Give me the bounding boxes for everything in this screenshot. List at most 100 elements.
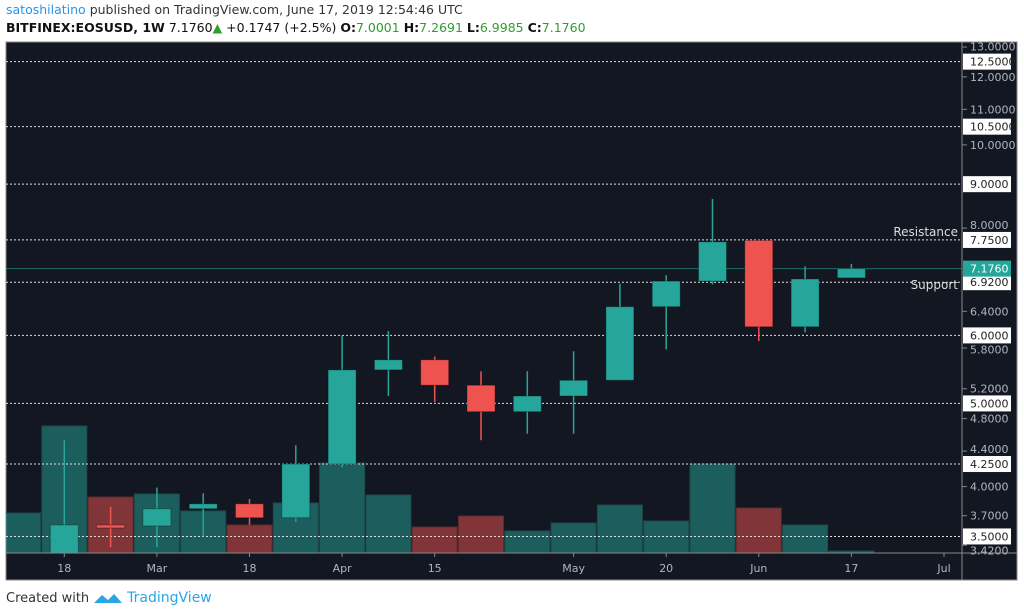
volume-bar [689,463,736,553]
candle-body [235,503,264,519]
candle-body [512,395,542,413]
candle-body [651,280,681,308]
time-tick-label: Jul [936,562,950,575]
price-tick-label: 10.0000 [970,139,1016,152]
price-tick-label: 4.8000 [970,413,1009,426]
candle-body [698,241,727,282]
open-label: O: [340,20,356,35]
price-level-label: 4.2500 [970,458,1009,471]
price-tick-label: 4.4000 [970,443,1009,456]
price-level-label: 9.0000 [970,178,1009,191]
volume-bar [226,524,273,553]
candle-body [836,268,866,279]
candle-body [559,379,589,397]
symbol-info: BITFINEX:EOSUSD, 1W 7.1760▲ +0.1747 (+2.… [6,20,586,35]
candle-body [188,503,218,510]
published-text: published on TradingView.com, June 17, 2… [89,2,463,17]
candle-body [96,524,126,529]
price-tick-label: 5.2000 [970,382,1009,395]
price-tick-label: 6.4000 [970,305,1009,318]
price-level-label: 6.0000 [970,329,1009,342]
price-level-label: 7.7500 [970,234,1009,247]
time-tick-label: 18 [57,562,71,575]
low-label: L: [466,20,480,35]
price-tick-label: 11.0000 [970,103,1016,116]
candle-body [327,369,357,465]
candle-body [142,508,172,527]
volume-bar [504,530,551,553]
time-tick-label: 20 [659,562,673,575]
level-annotation-support: Support [911,278,959,292]
high-value: 7.2691 [419,20,463,35]
price-tick-label: 4.0000 [970,481,1009,494]
footer: Created with TradingView [6,590,212,606]
price-tick-label: 3.4200 [970,544,1009,557]
price-tick-label: 5.8000 [970,343,1009,356]
price-level-label: 12.5000 [970,56,1016,69]
volume-bar [643,520,690,553]
price-level-tag [963,118,1011,135]
chart-background [5,41,1018,581]
price-tick-label: 12.0000 [970,71,1016,84]
low-value: 6.9985 [479,20,524,35]
volume-bar [411,526,458,553]
price-level-tag [963,231,1011,248]
tradingview-logo-icon [94,594,123,603]
candle-body [49,524,79,553]
price-pane [6,61,962,553]
volume-bar [828,550,875,553]
price-tick-label: 3.7000 [970,510,1009,523]
created-with-text: Created with [6,590,90,606]
level-annotation-resistance: Resistance [893,225,958,239]
price-level-tag [963,528,1011,545]
high-label: H: [403,20,420,35]
price-tick-label: 13.0000 [970,41,1016,54]
volume-bar [782,524,829,553]
time-tick-label: Apr [333,562,353,575]
time-tick-label: Mar [147,562,168,575]
close-label: C: [527,20,542,35]
price-level-tag [963,274,1011,291]
time-tick-label: 15 [428,562,442,575]
last-price-label: 7.1760 [970,263,1009,276]
volume-bar [458,515,504,553]
candle-body [281,463,311,519]
last-price-tag [963,260,1011,277]
close-value: 7.1760 [541,20,586,35]
volume-bar [6,512,41,553]
candle-body [466,384,496,413]
open-value: 7.0001 [355,20,400,35]
volume-bar [365,494,412,553]
candle-body [420,359,450,386]
price-tick-label: 8.0000 [970,219,1009,232]
volume-bar [319,462,366,553]
candle-body [744,239,774,328]
price-level-tag [963,395,1011,412]
publish-info: satoshilatino published on TradingView.c… [6,2,463,17]
volume-bar [735,507,782,553]
price-level-tag [963,53,1011,70]
symbol: BITFINEX:EOSUSD, 1W [6,20,165,35]
price-level-tag [963,327,1011,344]
time-tick-label: May [562,562,585,575]
up-triangle-icon: ▲ [212,20,223,35]
price-change: +0.1747 (+2.5%) [226,20,337,35]
last-price: 7.1760 [168,20,213,35]
time-tick-label: Jun [749,562,767,575]
candle-body [605,306,635,381]
time-tick-label: 18 [243,562,257,575]
price-level-label: 10.5000 [970,121,1016,134]
volume-bar [596,504,643,553]
tradingview-link[interactable]: TradingView [127,590,212,606]
price-level-tag [963,176,1011,193]
candle-body [790,278,820,328]
volume-bar [550,522,597,553]
price-level-label: 5.0000 [970,397,1009,410]
price-level-tag [963,456,1011,473]
price-level-label: 3.5000 [970,530,1009,543]
price-level-label: 6.9200 [970,276,1009,289]
time-tick-label: 17 [844,562,858,575]
candlestick-chart[interactable]: 13.0000 12.0000 11.0000 10.0000 8.0000 6.4000… [0,0,1024,590]
author-link[interactable]: satoshilatino [6,2,86,17]
candle-body [373,359,403,371]
